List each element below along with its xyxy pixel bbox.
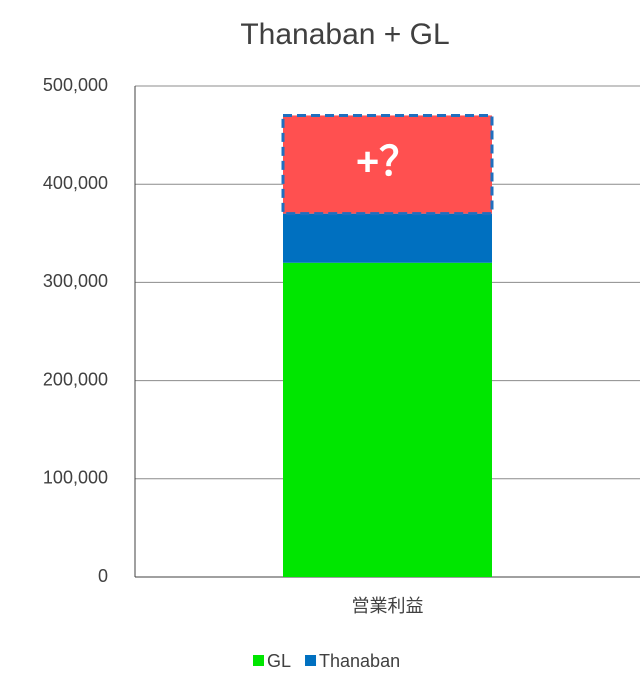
y-tick-label: 400,000 <box>43 173 108 193</box>
y-tick-label: 500,000 <box>43 75 108 95</box>
legend-label: Thanaban <box>319 651 400 671</box>
bar-segment <box>283 213 492 263</box>
y-tick-label: 300,000 <box>43 271 108 291</box>
legend-swatch <box>253 655 264 666</box>
legend-label: GL <box>267 651 291 671</box>
chart-title: Thanaban + GL <box>240 18 449 51</box>
legend-swatch <box>305 655 317 666</box>
annotation-label: +？ <box>356 140 419 184</box>
annotation-segment <box>281 113 494 216</box>
bar-segment <box>283 262 492 577</box>
y-tick-label: 0 <box>98 566 108 586</box>
x-tick-label: 営業利益 <box>352 596 424 616</box>
y-tick-label: 200,000 <box>43 369 108 389</box>
y-tick-label: 100,000 <box>43 468 108 488</box>
